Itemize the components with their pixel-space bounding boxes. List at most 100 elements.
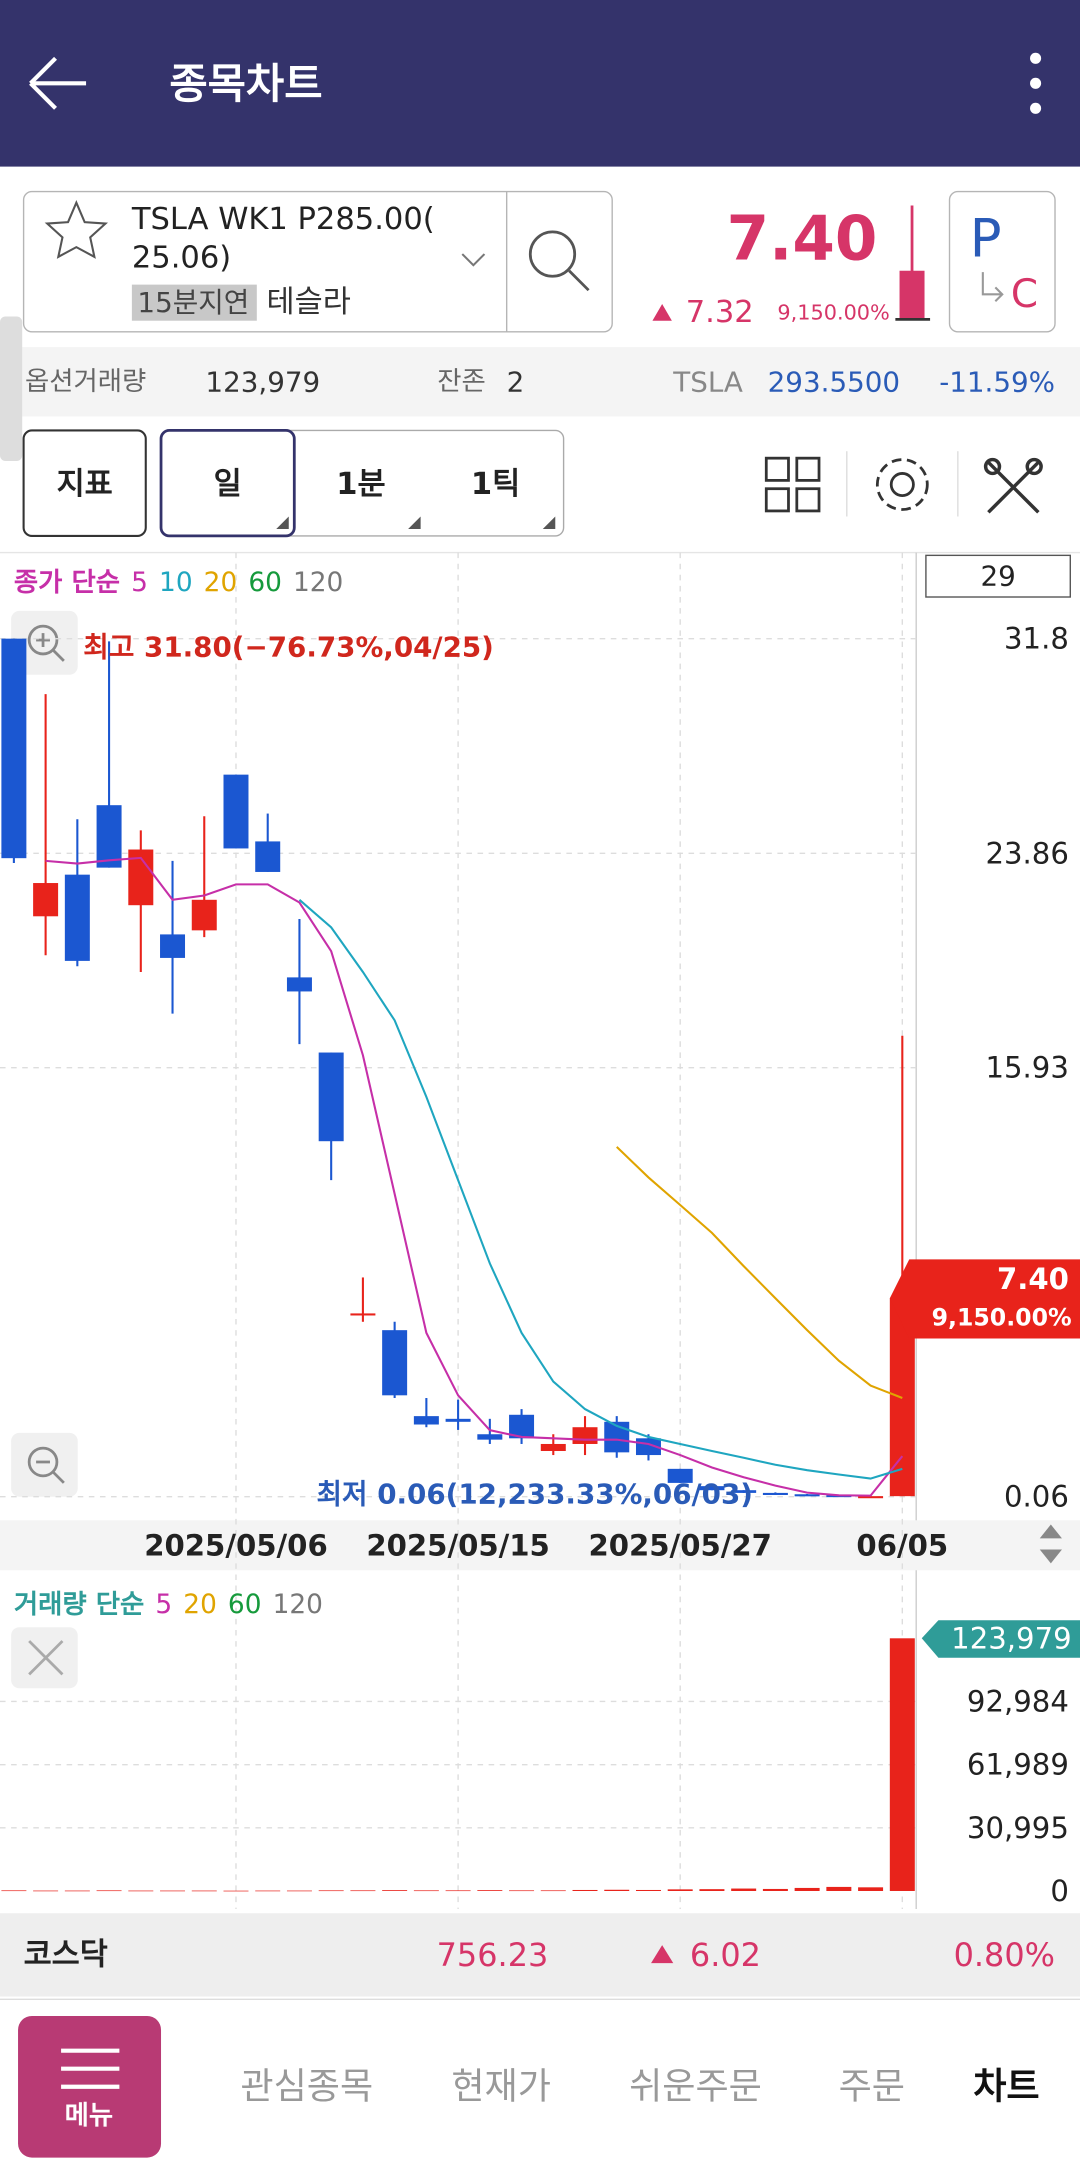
call-label[interactable]: C [1011, 272, 1038, 317]
nav-tab[interactable]: 관심종목 [240, 2066, 373, 2108]
korean-name: 테슬라 [267, 285, 351, 320]
y-tick-label: 92,984 [967, 1684, 1069, 1718]
stat-value: 2 [507, 365, 525, 398]
candle-body [382, 1330, 408, 1396]
nav-tab[interactable]: 차트 [973, 2066, 1039, 2108]
symbol-name: TSLA WK1 P285.00( [131, 202, 435, 237]
candle-body [64, 874, 90, 961]
volume-bar [604, 1889, 630, 1891]
favorite-star[interactable] [44, 200, 109, 259]
put-label[interactable]: P [970, 208, 1002, 269]
nav-tab[interactable]: 현재가 [451, 2066, 551, 2108]
tools-button[interactable] [983, 457, 1043, 514]
close-volume-button[interactable] [11, 1627, 78, 1689]
x-tick-label: 2025/05/06 [144, 1528, 327, 1562]
side-handle[interactable] [0, 316, 23, 461]
volume-legend-label: 거래량 단순 [14, 1590, 144, 1620]
candle-body [413, 1416, 439, 1425]
dropdown-chevron[interactable] [461, 253, 486, 267]
volume-bar [858, 1887, 884, 1891]
candle-body [540, 1443, 566, 1452]
legend-entry: 20 [204, 568, 238, 598]
candle-body [191, 899, 217, 931]
volume-bar [540, 1890, 566, 1892]
volume-bar [667, 1889, 693, 1891]
scroll-arrows[interactable] [1039, 1524, 1062, 1564]
moving-average-line [298, 899, 903, 1480]
legend-entry: 5 [155, 1590, 172, 1620]
market-value: 756.23 [437, 1936, 549, 1974]
nav-tab[interactable]: 주문 [839, 2066, 905, 2108]
last-volume-badge [921, 1620, 1080, 1658]
settings-button[interactable] [875, 458, 929, 511]
y-tick-label: 0 [1050, 1874, 1069, 1908]
volume-bar [731, 1888, 757, 1891]
volume-bar [350, 1890, 376, 1892]
candle-body [794, 1494, 820, 1497]
up-triangle [652, 304, 672, 321]
more-button[interactable] [1030, 52, 1042, 114]
candle-body [699, 1486, 725, 1491]
count-box [925, 554, 1071, 598]
app-bar [0, 0, 1080, 167]
period-tab[interactable]: 일 [214, 467, 242, 502]
low-annotation: 최저 0.06(12,233.33%,06/03) [317, 1477, 753, 1510]
y-tick-label: 31.8 [1004, 622, 1069, 656]
volume-bar [445, 1890, 471, 1892]
candle-body [445, 1418, 471, 1422]
volume-bar [382, 1890, 408, 1891]
volume-bar [509, 1890, 535, 1892]
period-tab[interactable]: 1분 [336, 467, 385, 502]
symbol-name: 25.06) [132, 241, 231, 276]
volume-bar [699, 1889, 725, 1891]
layout-button[interactable] [764, 456, 821, 513]
last-price-label: 7.40 [997, 1262, 1069, 1296]
period-tab[interactable]: 1틱 [471, 467, 520, 502]
y-tick-label: 0.06 [1004, 1480, 1069, 1514]
market-bar [0, 1913, 1080, 1997]
market-name: 코스닥 [24, 1937, 108, 1972]
indicator-label[interactable]: 지표 [57, 467, 113, 502]
volume-bar [255, 1890, 281, 1892]
candle-body [286, 977, 312, 992]
zoom-out-button[interactable] [11, 1432, 78, 1497]
period-selected [159, 429, 296, 538]
volume-bar [191, 1890, 217, 1892]
last-price-badge [889, 1259, 1080, 1339]
y-tick-label: 61,989 [967, 1748, 1069, 1782]
moving-average-line [45, 856, 904, 1497]
volume-bar [794, 1887, 820, 1891]
y-tick-label: 23.86 [985, 836, 1068, 870]
volume-bar [160, 1890, 186, 1892]
y-tick-label: 30,995 [967, 1811, 1069, 1845]
zoom-in-button[interactable] [11, 610, 78, 675]
search-button[interactable] [528, 230, 590, 292]
legend-entry: 10 [159, 568, 193, 598]
back-button[interactable] [29, 56, 87, 110]
menu-label[interactable]: 메뉴 [65, 2101, 114, 2131]
indicator-button[interactable] [22, 429, 147, 537]
x-tick-label: 2025/05/15 [366, 1528, 549, 1562]
x-tick-label: 2025/05/27 [588, 1528, 771, 1562]
underlying-price: 293.5500 [768, 365, 900, 398]
date-axis-bar [0, 1520, 1080, 1571]
stat-value: 123,979 [205, 365, 320, 398]
legend-entry: 60 [228, 1590, 262, 1620]
volume-bar [413, 1890, 439, 1892]
delay-badge [131, 284, 257, 321]
volume-bar [826, 1886, 852, 1891]
ma-legend-label: 종가 단순 [14, 568, 120, 598]
last-volume-label: 123,979 [951, 1621, 1072, 1655]
volume-bar [318, 1890, 344, 1892]
volume-bar [889, 1638, 915, 1891]
volume-bar [64, 1890, 90, 1892]
legend-entry: 120 [273, 1590, 323, 1620]
change-percent: 9,150.00% [777, 300, 889, 324]
nav-tab[interactable]: 쉬운주문 [629, 2066, 762, 2108]
current-price: 7.40 [727, 203, 878, 274]
up-triangle [651, 1945, 674, 1964]
put-call-box[interactable] [948, 190, 1056, 333]
